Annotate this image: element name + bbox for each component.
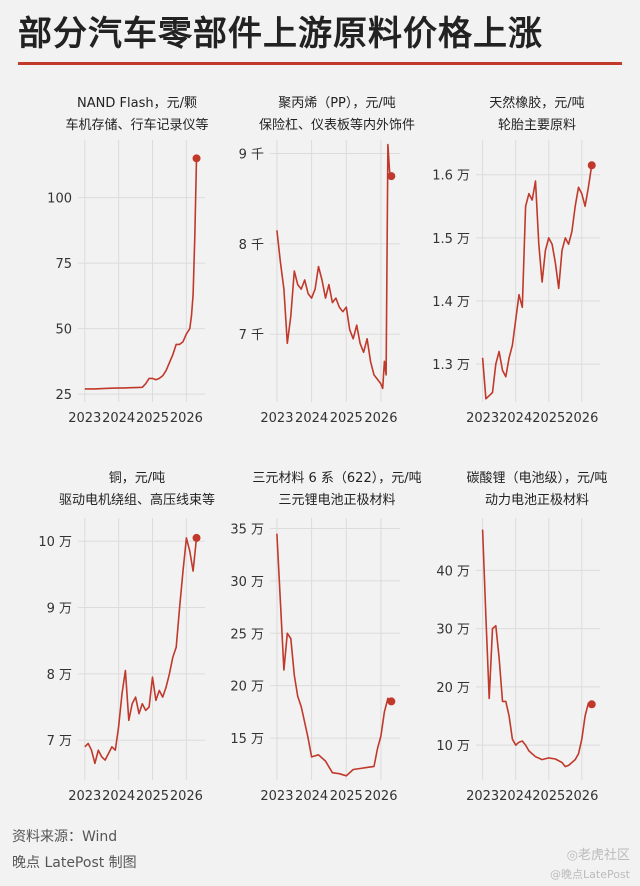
x-tick-label: 2023 xyxy=(466,411,499,426)
y-tick-label: 10 万 xyxy=(436,739,470,754)
credit-note: 晚点 LatePost 制图 xyxy=(12,855,137,871)
y-tick-label: 9 千 xyxy=(239,148,264,163)
y-tick-label: 8 万 xyxy=(47,668,72,683)
y-tick-label: 40 万 xyxy=(436,564,470,579)
chart-title: NAND Flash，元/颗 xyxy=(77,96,197,111)
x-tick-label: 2024 xyxy=(295,789,328,804)
x-tick-label: 2024 xyxy=(102,789,135,804)
x-tick-label: 2024 xyxy=(295,411,328,426)
y-tick-label: 1.3 万 xyxy=(432,358,470,373)
y-tick-label: 15 万 xyxy=(230,732,264,747)
x-tick-label: 2026 xyxy=(364,411,397,426)
series-line xyxy=(481,529,592,768)
x-tick-label: 2026 xyxy=(565,411,598,426)
chart-subtitle: 三元锂电池正极材料 xyxy=(278,493,395,508)
x-tick-label: 2025 xyxy=(136,411,169,426)
x-tick-label: 2023 xyxy=(68,789,101,804)
series-line xyxy=(276,143,393,390)
title-divider xyxy=(18,62,622,65)
x-tick-label: 2024 xyxy=(499,411,532,426)
series-line xyxy=(84,537,198,765)
x-tick-label: 2024 xyxy=(102,411,135,426)
x-tick-label: 2026 xyxy=(565,789,598,804)
x-tick-label: 2023 xyxy=(260,411,293,426)
x-tick-label: 2023 xyxy=(466,789,499,804)
series-endpoint xyxy=(192,154,201,163)
x-tick-label: 2025 xyxy=(532,411,565,426)
y-tick-label: 25 xyxy=(55,388,72,403)
chart-subtitle: 驱动电机绕组、高压线束等 xyxy=(59,492,215,508)
chart-subtitle: 车机存储、行车记录仪等 xyxy=(65,117,208,133)
chart-title: 天然橡胶，元/吨 xyxy=(489,95,584,111)
source-note: 资料来源：Wind xyxy=(12,829,118,845)
y-tick-label: 7 万 xyxy=(47,734,72,749)
y-tick-label: 1.5 万 xyxy=(432,232,470,247)
x-tick-label: 2025 xyxy=(532,789,565,804)
y-tick-label: 8 千 xyxy=(239,238,264,253)
y-tick-label: 100 xyxy=(47,192,72,207)
chart-subtitle: 轮胎主要原料 xyxy=(498,118,576,133)
series-line xyxy=(276,533,392,777)
chart-subtitle: 保险杠、仪表板等内外饰件 xyxy=(259,117,415,133)
chart-title: 聚丙烯（PP），元/吨 xyxy=(278,96,396,111)
series-endpoint xyxy=(587,700,596,709)
latepost-watermark: @晚点LatePost xyxy=(550,868,630,881)
y-tick-label: 9 万 xyxy=(47,602,72,617)
y-tick-label: 20 万 xyxy=(436,681,470,696)
series-endpoint xyxy=(387,697,396,706)
chart-title: 铜，元/吨 xyxy=(109,471,165,486)
y-tick-label: 50 xyxy=(55,323,72,338)
y-tick-label: 1.6 万 xyxy=(432,169,470,184)
x-tick-label: 2025 xyxy=(330,411,363,426)
x-tick-label: 2023 xyxy=(68,411,101,426)
y-tick-label: 7 千 xyxy=(239,328,264,343)
x-tick-label: 2023 xyxy=(260,789,293,804)
page-title: 部分汽车零部件上游原料价格上涨 xyxy=(18,14,543,54)
series-endpoint xyxy=(192,533,201,542)
y-tick-label: 20 万 xyxy=(230,680,264,695)
community-watermark: ◎老虎社区 xyxy=(566,848,630,863)
chart-subtitle: 动力电池正极材料 xyxy=(485,493,589,508)
series-endpoint xyxy=(387,172,396,181)
chart-title: 三元材料 6 系（622），元/吨 xyxy=(252,471,421,486)
y-tick-label: 30 万 xyxy=(436,623,470,638)
series-line xyxy=(481,165,593,400)
x-tick-label: 2025 xyxy=(330,789,363,804)
x-tick-label: 2026 xyxy=(170,411,203,426)
y-tick-label: 25 万 xyxy=(230,627,264,642)
x-tick-label: 2024 xyxy=(499,789,532,804)
series-endpoint xyxy=(587,161,596,170)
x-tick-label: 2026 xyxy=(170,789,203,804)
y-tick-label: 1.4 万 xyxy=(432,295,470,310)
y-tick-label: 35 万 xyxy=(230,522,264,537)
series-line xyxy=(84,158,198,390)
x-tick-label: 2025 xyxy=(136,789,169,804)
chart-title: 碳酸锂（电池级），元/吨 xyxy=(467,471,608,486)
y-tick-label: 10 万 xyxy=(38,535,72,550)
y-tick-label: 30 万 xyxy=(230,575,264,590)
y-tick-label: 75 xyxy=(55,257,72,272)
x-tick-label: 2026 xyxy=(364,789,397,804)
